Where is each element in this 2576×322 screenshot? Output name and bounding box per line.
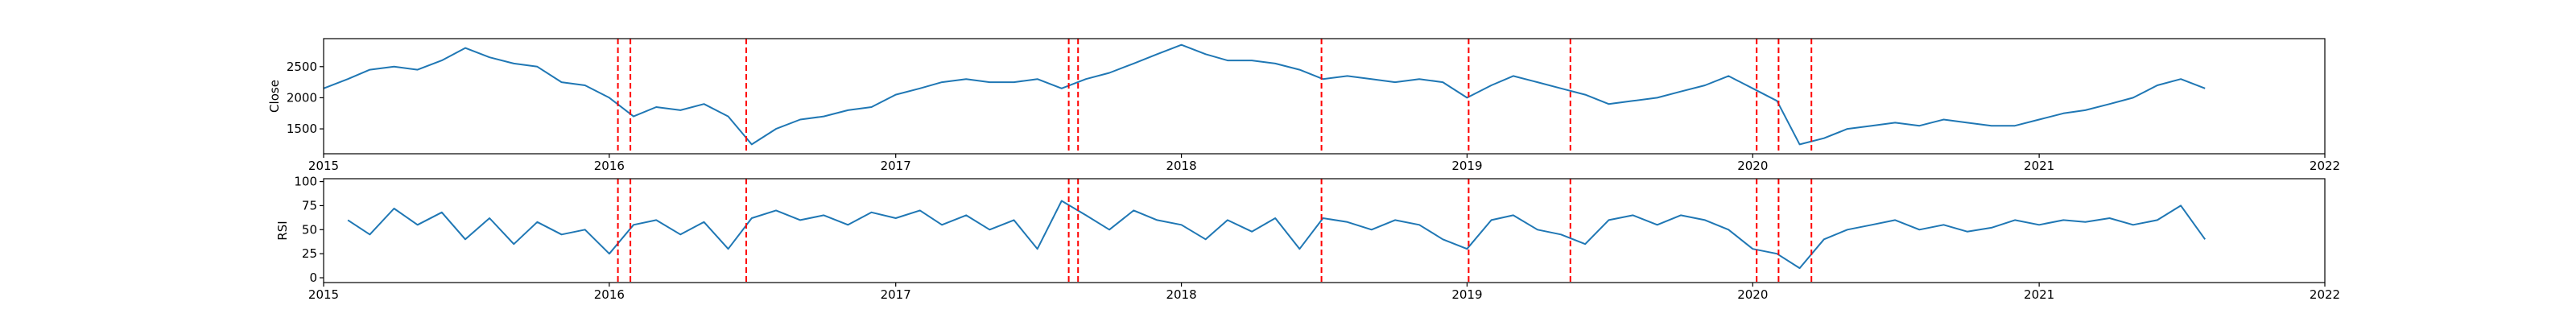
close-price-panel: Close 2015 2016 2017 2018 2019 2020 2021 2022 15… [267,38,2340,173]
y-tick-label: 100 [294,175,317,189]
rsi-plot-content [347,179,2207,283]
x-tick-label: 2018 [1166,287,1196,302]
y-tick-label: 1500 [287,122,317,136]
x-tick-label: 2020 [1737,159,1768,173]
close-ticks: 2015 2016 2017 2018 2019 2020 2021 2022 1500 2000… [287,60,2340,173]
x-tick-label: 2016 [594,159,625,173]
x-tick-label: 2021 [2024,287,2054,302]
y-tick-label: 2500 [287,60,317,74]
x-tick-label: 2022 [2310,287,2340,302]
y-tick-label: 75 [302,198,317,213]
close-y-axis-label: Close [267,80,282,113]
y-tick-label: 25 [302,246,317,261]
x-tick-label: 2019 [1451,287,1482,302]
rsi-panel: RSI 2015 2016 2017 2018 2019 2020 2021 2022 0 25 5… [275,175,2340,302]
x-tick-label: 2019 [1451,159,1482,173]
x-tick-label: 2022 [2310,159,2340,173]
close-plot-content [324,39,2206,154]
close-series-line [324,43,2206,146]
y-tick-label: 2000 [287,90,317,105]
x-tick-label: 2017 [881,159,911,173]
x-tick-label: 2021 [2024,159,2054,173]
x-tick-label: 2020 [1737,287,1768,302]
close-axes-frame [323,38,2326,155]
x-tick-label: 2018 [1166,159,1196,173]
rsi-y-axis-label: RSI [275,221,290,240]
rsi-ticks: 2015 2016 2017 2018 2019 2020 2021 2022 0 25 50 75 1… [294,175,2340,302]
x-tick-label: 2015 [308,159,339,173]
rsi-axes-frame [323,178,2326,283]
x-tick-label: 2015 [308,287,339,302]
x-tick-label: 2017 [881,287,911,302]
x-tick-label: 2016 [594,287,625,302]
y-tick-label: 0 [309,270,317,285]
y-tick-label: 50 [302,222,317,237]
rsi-series-line [347,200,2207,270]
